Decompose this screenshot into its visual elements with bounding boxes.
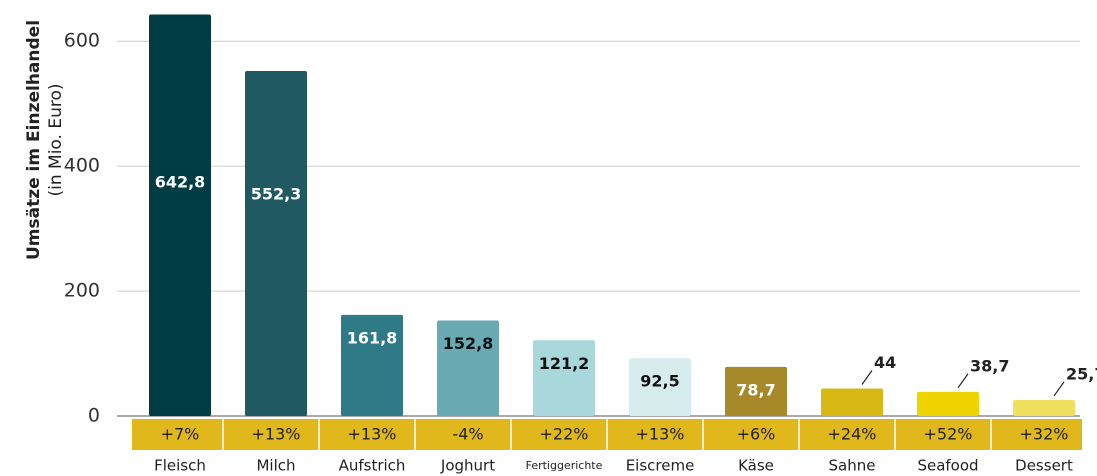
change-label: +13% [252, 425, 301, 444]
x-tick-label: Käse [738, 457, 774, 475]
change-label: +13% [348, 425, 397, 444]
y-tick-label: 400 [64, 155, 100, 177]
change-label: -4% [452, 425, 483, 444]
value-label: 552,3 [251, 185, 302, 204]
x-tick-label: Seafood [917, 457, 978, 475]
bar [725, 366, 787, 416]
change-label: +32% [1020, 425, 1069, 444]
x-tick-label: Sahne [829, 457, 876, 475]
y-tick-label: 200 [64, 280, 100, 302]
y-axis-label: Umsätze im Einzelhandel [24, 20, 44, 260]
bar [341, 314, 403, 416]
bar [245, 71, 307, 416]
y-axis-unit: (in Mio. Euro) [46, 84, 66, 197]
bar [533, 340, 595, 416]
y-tick-label: 600 [64, 30, 100, 52]
change-label: +13% [636, 425, 685, 444]
bar [1013, 399, 1075, 416]
leader-line [1053, 381, 1065, 397]
change-label: +6% [737, 425, 776, 444]
change-label: +7% [161, 425, 200, 444]
change-label: +52% [924, 425, 973, 444]
bar [629, 358, 691, 416]
value-label: 642,8 [155, 173, 206, 192]
bar [149, 14, 211, 417]
value-label: 38,7 [970, 356, 1009, 375]
leader-line [957, 373, 969, 389]
x-tick-label: Dessert [1015, 457, 1073, 475]
bar [821, 388, 883, 416]
x-tick-label: Aufstrich [339, 457, 406, 475]
x-tick-label: Milch [256, 457, 295, 475]
value-label: 78,7 [736, 380, 775, 399]
change-label: +24% [828, 425, 877, 444]
value-label: 92,5 [640, 372, 679, 391]
x-tick-label: Fertiggerichte [526, 459, 603, 472]
y-tick-label: 0 [88, 405, 100, 427]
x-tick-label: Eiscreme [626, 457, 695, 475]
bar [437, 320, 499, 416]
value-label: 121,2 [539, 354, 590, 373]
leader-line [861, 370, 873, 385]
value-label: 25,7 [1066, 364, 1097, 383]
value-label: 161,8 [347, 328, 398, 347]
x-tick-label: Joghurt [440, 457, 495, 475]
x-tick-label: Fleisch [154, 457, 206, 475]
value-label: 44 [874, 353, 896, 372]
value-label: 152,8 [443, 334, 494, 353]
change-label: +22% [540, 425, 589, 444]
bar [917, 391, 979, 416]
